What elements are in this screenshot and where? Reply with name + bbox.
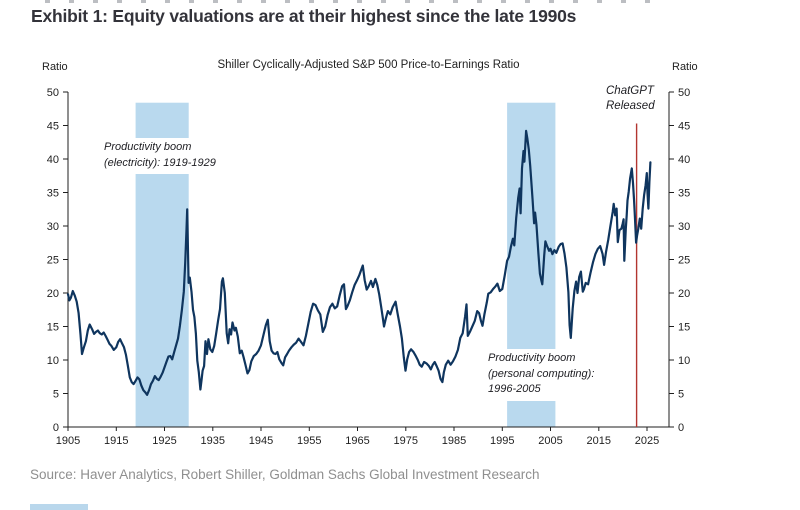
x-tick-label: 1915 — [104, 435, 128, 447]
exhibit-title: Exhibit 1: Equity valuations are at thei… — [31, 6, 577, 26]
x-tick-label: 2025 — [635, 435, 659, 447]
annotation-line: 1996-2005 — [488, 383, 541, 395]
x-tick-label: 1985 — [442, 435, 466, 447]
x-tick-label: 1925 — [152, 435, 176, 447]
chart-title: Shiller Cyclically-Adjusted S&P 500 Pric… — [217, 59, 520, 71]
y-axis-title-left: Ratio — [42, 61, 68, 73]
y-tick-label-left: 45 — [47, 121, 59, 133]
y-tick-label-left: 15 — [47, 322, 59, 334]
y-axis-title-right: Ratio — [672, 61, 698, 73]
y-tick-label-left: 10 — [47, 355, 59, 367]
annotation-line: Productivity boom — [488, 352, 576, 364]
cropped-text-remnant — [45, 0, 655, 3]
y-tick-label-right: 40 — [678, 154, 690, 166]
x-tick-label: 1945 — [249, 435, 273, 447]
annotation-personal-computing-boom: Productivity boom (personal computing): … — [485, 349, 600, 401]
y-tick-label-left: 5 — [53, 389, 59, 401]
annotation-line: ChatGPT — [606, 85, 654, 97]
x-tick-label: 1955 — [297, 435, 321, 447]
annotation-chatgpt-released: ChatGPT Released — [606, 84, 655, 114]
y-tick-label-right: 15 — [678, 322, 690, 334]
source-line: Source: Haver Analytics, Robert Shiller,… — [30, 467, 540, 482]
annotation-line: Productivity boom — [104, 141, 192, 153]
y-tick-label-right: 25 — [678, 255, 690, 267]
y-tick-label-left: 0 — [53, 422, 59, 434]
y-tick-label-left: 20 — [47, 288, 59, 300]
annotation-electricity-boom: Productivity boom (electricity): 1919-19… — [101, 138, 221, 174]
cape-series-line — [66, 129, 652, 396]
cropped-link-remnant — [30, 504, 88, 510]
y-tick-label-right: 10 — [678, 355, 690, 367]
x-tick-label: 2005 — [538, 435, 562, 447]
annotation-line: Released — [606, 100, 655, 112]
y-tick-label-right: 5 — [678, 389, 684, 401]
y-tick-label-left: 30 — [47, 221, 59, 233]
y-tick-label-right: 45 — [678, 121, 690, 133]
annotation-line: (personal computing): — [488, 367, 595, 380]
y-tick-label-left: 50 — [47, 87, 59, 99]
x-tick-label: 1975 — [394, 435, 418, 447]
y-tick-label-right: 0 — [678, 422, 684, 434]
y-tick-label-left: 25 — [47, 255, 59, 267]
x-tick-label: 1965 — [345, 435, 369, 447]
y-tick-label-left: 35 — [47, 188, 59, 200]
x-tick-label: 1905 — [56, 435, 80, 447]
y-tick-label-right: 35 — [678, 188, 690, 200]
y-tick-label-right: 20 — [678, 288, 690, 300]
y-tick-label-right: 30 — [678, 221, 690, 233]
x-tick-label: 1995 — [490, 435, 514, 447]
y-tick-label-right: 50 — [678, 87, 690, 99]
annotation-line: (electricity): 1919-1929 — [104, 156, 216, 169]
y-tick-label-left: 40 — [47, 154, 59, 166]
x-tick-label: 2015 — [587, 435, 611, 447]
x-tick-label: 1935 — [201, 435, 225, 447]
